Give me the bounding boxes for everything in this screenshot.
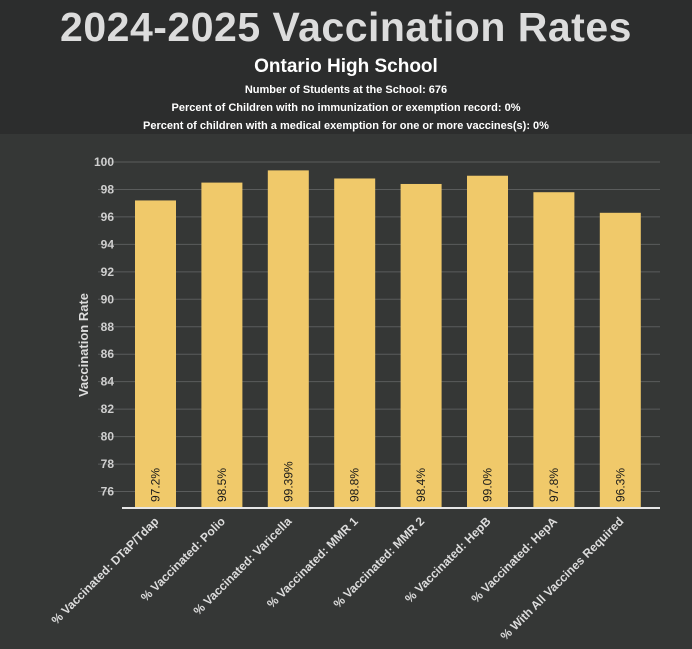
y-tick-label: 80 bbox=[101, 430, 115, 444]
students-count-line: Number of Students at the School: 676 bbox=[244, 84, 448, 96]
x-axis-categories: % Vaccinated: DTaP/Tdap% Vaccinated: Pol… bbox=[49, 514, 627, 643]
bar bbox=[201, 182, 243, 508]
bar bbox=[599, 212, 641, 509]
bar bbox=[267, 170, 309, 508]
y-tick-label: 100 bbox=[94, 155, 114, 169]
y-axis-label: Vaccination Rate bbox=[76, 293, 91, 397]
y-axis-ticks: 76 78 80 82 84 86 88 90 92 94 96 98 100 bbox=[94, 155, 114, 499]
y-tick-label: 84 bbox=[101, 375, 115, 389]
school-name: Ontario High School bbox=[254, 56, 438, 77]
y-tick-label: 88 bbox=[101, 320, 115, 334]
x-category-label: % Vaccinated: DTaP/Tdap bbox=[49, 514, 162, 627]
y-tick-label: 90 bbox=[101, 292, 115, 306]
bar-data-label: 98.4% bbox=[414, 468, 428, 502]
bars bbox=[135, 170, 641, 509]
bar bbox=[467, 175, 508, 508]
chart-title: 2024-2025 Vaccination Rates bbox=[60, 4, 632, 50]
bar-data-label: 97.8% bbox=[547, 468, 561, 502]
bar-data-label: 98.8% bbox=[348, 468, 362, 502]
y-tick-label: 94 bbox=[101, 237, 115, 251]
chart-header: 2024-2025 Vaccination Rates Ontario High… bbox=[0, 0, 692, 134]
bar bbox=[400, 183, 442, 508]
bar-data-label: 99.39% bbox=[281, 461, 295, 502]
y-tick-label: 78 bbox=[101, 457, 115, 471]
y-tick-label: 98 bbox=[101, 182, 115, 196]
bar-data-label: 98.5% bbox=[215, 468, 229, 502]
y-tick-label: 82 bbox=[101, 402, 115, 416]
bar-data-label: 96.3% bbox=[613, 468, 627, 502]
x-category-label: % With All Vaccines Required bbox=[498, 514, 627, 643]
medical-exemption-line: Percent of children with a medical exemp… bbox=[143, 120, 549, 132]
y-tick-label: 86 bbox=[101, 347, 115, 361]
data-labels: 97.2% 98.5% 99.39% 98.8% 98.4% 99.0% 97.8% 96.3… bbox=[149, 461, 628, 502]
bar bbox=[135, 200, 176, 508]
bar bbox=[533, 192, 575, 508]
y-tick-label: 76 bbox=[101, 485, 115, 499]
bar-data-label: 99.0% bbox=[481, 468, 495, 502]
grid-lines bbox=[98, 161, 660, 493]
y-tick-label: 96 bbox=[101, 210, 115, 224]
bar-data-label: 97.2% bbox=[149, 468, 163, 502]
no-record-line: Percent of Children with no immunization… bbox=[171, 102, 521, 114]
bar bbox=[334, 178, 376, 508]
y-tick-label: 92 bbox=[101, 265, 115, 279]
